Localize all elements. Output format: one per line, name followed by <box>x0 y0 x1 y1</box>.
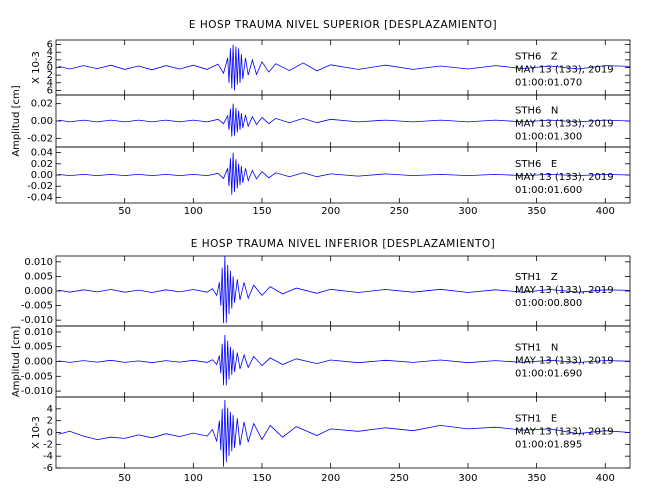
y-axis-label: Amplitud [cm] <box>11 326 22 397</box>
time-label: 01:00:01.300 <box>515 132 582 143</box>
y-tick-label: 4 <box>47 47 53 58</box>
scale-label: X 10-3 <box>31 416 42 449</box>
x-tick-label: 400 <box>596 206 615 217</box>
x-tick-label: 250 <box>390 473 409 484</box>
waveform <box>58 399 631 467</box>
y-tick-label: 0.02 <box>31 99 53 110</box>
x-tick-label: 350 <box>527 206 546 217</box>
date-label: MAY 13 (133), 2019 <box>515 426 614 437</box>
y-tick-label: 0.02 <box>31 159 53 170</box>
time-label: 01:00:01.895 <box>515 439 582 450</box>
x-tick-label: 350 <box>527 473 546 484</box>
x-tick-label: 150 <box>252 473 271 484</box>
y-axis-label: Amplitud [cm] <box>11 85 22 156</box>
y-tick-label: 0.000 <box>24 286 53 297</box>
x-tick-label: 300 <box>458 206 477 217</box>
y-tick-label: 0 <box>47 428 53 439</box>
station-label: STH6 N <box>515 106 558 117</box>
time-label: 01:00:01.070 <box>515 78 582 89</box>
y-tick-label: 4 <box>47 404 53 415</box>
y-tick-label: -0.005 <box>21 371 53 382</box>
panel-title: E HOSP TRAUMA NIVEL INFERIOR [DESPLAZAMI… <box>191 238 495 250</box>
waveform <box>58 103 631 137</box>
y-tick-label: 6 <box>47 40 53 51</box>
y-tick-label: 0.010 <box>24 327 53 338</box>
x-tick-label: 200 <box>321 206 340 217</box>
y-tick-label: 4 <box>47 78 53 89</box>
y-tick-label: -0.04 <box>27 192 53 203</box>
x-tick-label: 50 <box>118 206 131 217</box>
date-label: MAY 13 (133), 2019 <box>515 65 614 76</box>
y-tick-label: -6 <box>43 463 53 474</box>
y-tick-label: 6 <box>47 85 53 96</box>
x-tick-label: 100 <box>184 473 203 484</box>
station-label: STH1 E <box>515 413 557 424</box>
y-tick-label: 0.04 <box>31 148 53 159</box>
y-tick-label: -2 <box>43 439 53 450</box>
time-label: 01:00:01.600 <box>515 185 582 196</box>
y-tick-label: -0.010 <box>21 315 53 326</box>
y-tick-label: 0.000 <box>24 357 53 368</box>
waveform <box>58 255 631 324</box>
waveform <box>58 152 631 195</box>
y-tick-label: 0.005 <box>24 271 53 282</box>
waveform <box>58 334 631 386</box>
station-label: STH1 N <box>515 342 558 353</box>
y-tick-label: 2 <box>47 55 53 66</box>
x-tick-label: 150 <box>252 206 271 217</box>
x-tick-label: 300 <box>458 473 477 484</box>
y-tick-label: 0.010 <box>24 257 53 268</box>
panel-title: E HOSP TRAUMA NIVEL SUPERIOR [DESPLAZAMI… <box>189 19 497 31</box>
y-tick-label: -0.02 <box>27 133 53 144</box>
x-tick-label: 100 <box>184 206 203 217</box>
y-tick-label: 0.00 <box>31 116 53 127</box>
x-tick-label: 200 <box>321 473 340 484</box>
y-tick-label: 2 <box>47 416 53 427</box>
x-tick-label: 250 <box>390 206 409 217</box>
date-label: MAY 13 (133), 2019 <box>515 119 614 130</box>
y-tick-label: 0 <box>47 63 53 74</box>
station-label: STH6 Z <box>515 52 558 63</box>
y-tick-label: -0.005 <box>21 301 53 312</box>
date-label: MAY 13 (133), 2019 <box>515 285 614 296</box>
x-tick-label: 50 <box>118 473 131 484</box>
y-tick-label: 0.005 <box>24 342 53 353</box>
time-label: 01:00:00.800 <box>515 298 582 309</box>
station-label: STH6 E <box>515 159 557 170</box>
x-tick-label: 400 <box>596 473 615 484</box>
y-tick-label: -0.010 <box>21 386 53 397</box>
y-tick-label: -4 <box>43 451 53 462</box>
y-tick-label: -0.02 <box>27 181 53 192</box>
y-tick-label: 2 <box>47 70 53 81</box>
y-tick-label: 0.00 <box>31 170 53 181</box>
station-label: STH1 Z <box>515 272 558 283</box>
date-label: MAY 13 (133), 2019 <box>515 355 614 366</box>
scale-label: X 10-3 <box>31 51 42 84</box>
time-label: 01:00:01.690 <box>515 368 582 379</box>
date-label: MAY 13 (133), 2019 <box>515 172 614 183</box>
waveform <box>58 44 631 91</box>
